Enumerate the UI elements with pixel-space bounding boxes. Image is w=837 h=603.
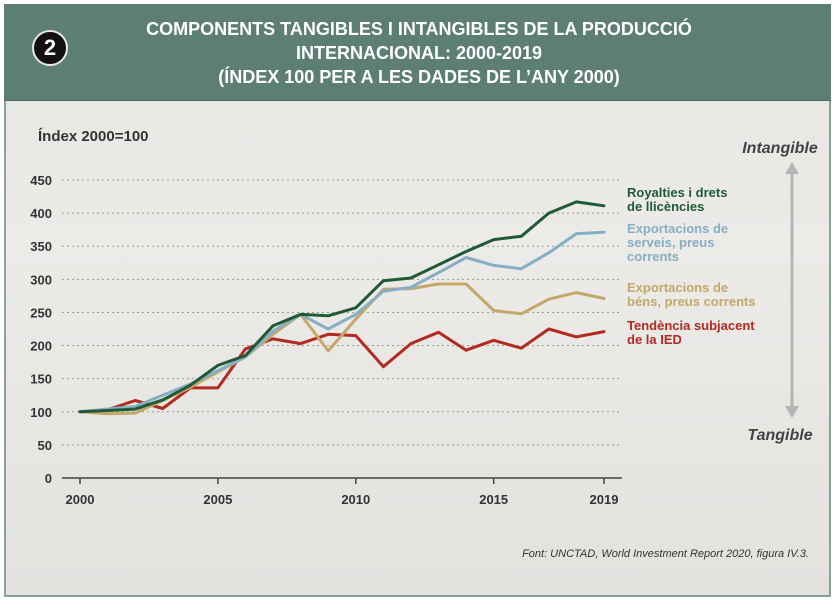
series-line-services bbox=[78, 230, 606, 414]
series-label-fdi: Tendència subjacent bbox=[627, 318, 755, 333]
y-axis-label: Índex 2000=100 bbox=[38, 128, 149, 145]
x-tick-label: 2010 bbox=[341, 492, 370, 507]
arrow-top-label: Intangible bbox=[742, 140, 818, 157]
y-tick-label: 200 bbox=[30, 339, 52, 354]
y-tick-label: 350 bbox=[30, 239, 52, 254]
x-tick-label: 2019 bbox=[590, 492, 619, 507]
series-label-services: Exportacions de bbox=[627, 221, 728, 236]
x-tick-label: 2005 bbox=[203, 492, 232, 507]
y-tick-labels: 0 50 100 150 200 250 300 350 400 450 bbox=[30, 173, 52, 486]
chart-frame bbox=[4, 4, 831, 597]
series-label-fdi: de la IED bbox=[627, 332, 682, 347]
arrow-down-head bbox=[785, 406, 799, 418]
y-tick-label: 300 bbox=[30, 272, 52, 287]
y-tick-label: 250 bbox=[30, 305, 52, 320]
series-label-services: serveis, preus bbox=[627, 235, 714, 250]
arrow-up-head bbox=[785, 162, 799, 174]
chart-title-line-1: COMPONENTS TANGIBLES I INTANGIBLES DE LA… bbox=[146, 19, 692, 39]
x-tick-label: 2015 bbox=[479, 492, 508, 507]
x-tick-labels: 2000 2005 2010 2015 2019 bbox=[66, 478, 619, 507]
tangible-intangible-arrow: Intangible Tangible bbox=[742, 140, 818, 444]
y-tick-label: 100 bbox=[30, 405, 52, 420]
series-label-goods: béns, preus corrents bbox=[627, 294, 756, 309]
y-tick-label: 0 bbox=[45, 471, 52, 486]
series-label-services: corrents bbox=[627, 249, 679, 264]
x-tick-label: 2000 bbox=[66, 492, 95, 507]
grid-lines bbox=[62, 179, 622, 479]
series-lines bbox=[78, 200, 606, 416]
chart-title-line-3: (ÍNDEX 100 PER A LES DADES DE L’ANY 2000… bbox=[218, 67, 620, 87]
figure-number-badge: 2 bbox=[32, 30, 68, 66]
series-line-fdi bbox=[78, 327, 606, 414]
series-label-royalties: de llicències bbox=[627, 199, 704, 214]
chart-title-line-2: INTERNACIONAL: 2000-2019 bbox=[295, 43, 543, 63]
chart-title: COMPONENTS TANGIBLES I INTANGIBLES DE LA… bbox=[74, 17, 764, 89]
y-tick-label: 400 bbox=[30, 206, 52, 221]
series-label-royalties: Royalties i drets bbox=[627, 185, 727, 200]
series-line-royalties bbox=[78, 200, 606, 414]
y-tick-label: 150 bbox=[30, 372, 52, 387]
series-line-goods bbox=[78, 282, 606, 416]
y-tick-label: 50 bbox=[38, 438, 52, 453]
source-note: Font: UNCTAD, World Investment Report 20… bbox=[522, 548, 809, 560]
arrow-bottom-label: Tangible bbox=[747, 427, 812, 444]
y-tick-label: 450 bbox=[30, 173, 52, 188]
title-banner: 2 COMPONENTS TANGIBLES I INTANGIBLES DE … bbox=[4, 4, 831, 101]
series-label-goods: Exportacions de bbox=[627, 280, 728, 295]
